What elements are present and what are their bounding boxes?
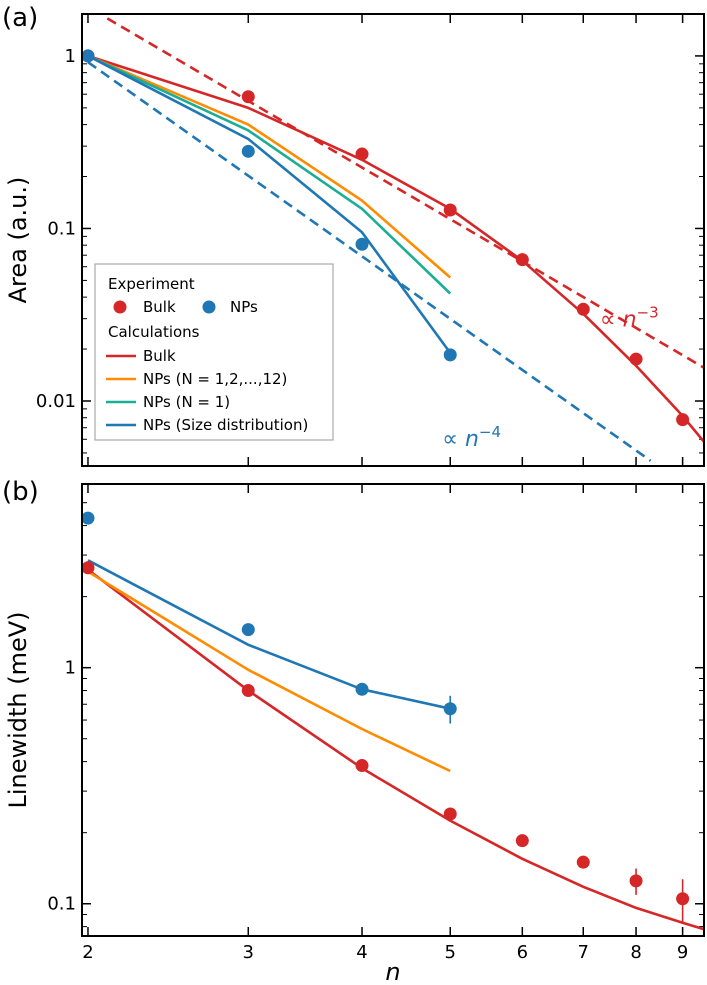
legend-marker	[202, 300, 216, 314]
data-point	[443, 702, 457, 716]
panel-label: (b)	[2, 477, 39, 507]
calculation-line	[87, 54, 452, 295]
y-tick-label: 1	[65, 658, 76, 679]
data-layer	[82, 511, 704, 931]
data-point	[355, 237, 369, 251]
x-tick-label: 5	[445, 942, 456, 963]
x-tick-label: 2	[82, 942, 93, 963]
plot-frame	[81, 13, 705, 467]
x-tick-label: 3	[243, 942, 254, 963]
x-tick-label: 4	[356, 942, 367, 963]
data-point	[443, 348, 457, 362]
legend-box	[94, 263, 334, 441]
data-point	[443, 203, 457, 217]
data-point	[515, 253, 529, 267]
data-point	[576, 855, 590, 869]
x-tick-label: 7	[578, 942, 589, 963]
data-point	[676, 892, 690, 906]
data-point	[355, 759, 369, 773]
power-law-annotation: ∝ n−4	[442, 423, 501, 452]
y-tick-label: 0.01	[36, 391, 76, 412]
y-tick-label: 0.1	[47, 218, 76, 239]
data-point	[241, 623, 255, 637]
calculation-line	[87, 54, 452, 354]
legend-entry: NPs (Size distribution)	[143, 416, 308, 434]
panel-b: (b) 1 0.1 2 3 4 5 6 7 8 9 Linewidth (meV) n	[2, 477, 705, 985]
y-axis-title: Linewidth (meV)	[4, 611, 32, 808]
data-point	[241, 144, 255, 158]
data-point	[443, 807, 457, 821]
x-axis-title: n	[385, 958, 400, 985]
legend-entry: NPs (N = 1,2,...,12)	[143, 370, 287, 388]
data-point	[355, 147, 369, 161]
y-axis-title: Area (a.u.)	[4, 177, 32, 304]
legend-group-title: Calculations	[108, 323, 200, 341]
calculation-line	[87, 568, 704, 931]
plot-frame	[81, 483, 705, 937]
data-point	[241, 684, 255, 698]
x-tick-label: 9	[677, 942, 688, 963]
calculation-line	[87, 54, 452, 279]
x-tick-label: 6	[517, 942, 528, 963]
y-tick-label: 0.1	[47, 894, 76, 915]
data-point	[82, 49, 95, 63]
data-point	[676, 413, 690, 427]
legend-entry: NPs (N = 1)	[143, 393, 230, 411]
data-point	[241, 90, 255, 104]
data-point	[629, 874, 643, 888]
legend-marker	[113, 300, 127, 314]
y-tick-label: 1	[65, 46, 76, 67]
power-law-annotation: ∝ n−3	[600, 304, 659, 333]
panel-label: (a)	[2, 3, 38, 33]
power-law-dashed-line	[106, 17, 704, 369]
legend: Experiment Bulk NPs Calculations Bulk NPs (N …	[94, 263, 334, 441]
data-point	[576, 302, 590, 316]
legend-entry: Bulk	[143, 298, 176, 316]
legend-group-title: Experiment	[108, 275, 195, 293]
data-point	[355, 682, 369, 696]
power-law-dashed-line	[87, 61, 652, 462]
data-point	[515, 834, 529, 848]
panel-a: (a) 1 0.1 0.01 Area (a.u.) ∝ n−3 ∝ n−4 Experime…	[2, 3, 705, 467]
x-tick-label: 8	[630, 942, 641, 963]
calculation-line	[87, 559, 451, 710]
data-point	[82, 561, 95, 575]
legend-entry: Bulk	[143, 347, 176, 365]
data-point	[629, 352, 643, 366]
calculation-line	[87, 570, 451, 773]
legend-entry: NPs	[230, 298, 258, 316]
data-layer	[82, 17, 704, 462]
data-point	[82, 511, 95, 525]
